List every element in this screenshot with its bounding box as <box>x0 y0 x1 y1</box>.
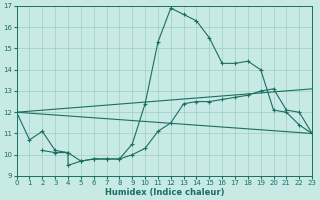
X-axis label: Humidex (Indice chaleur): Humidex (Indice chaleur) <box>105 188 224 197</box>
